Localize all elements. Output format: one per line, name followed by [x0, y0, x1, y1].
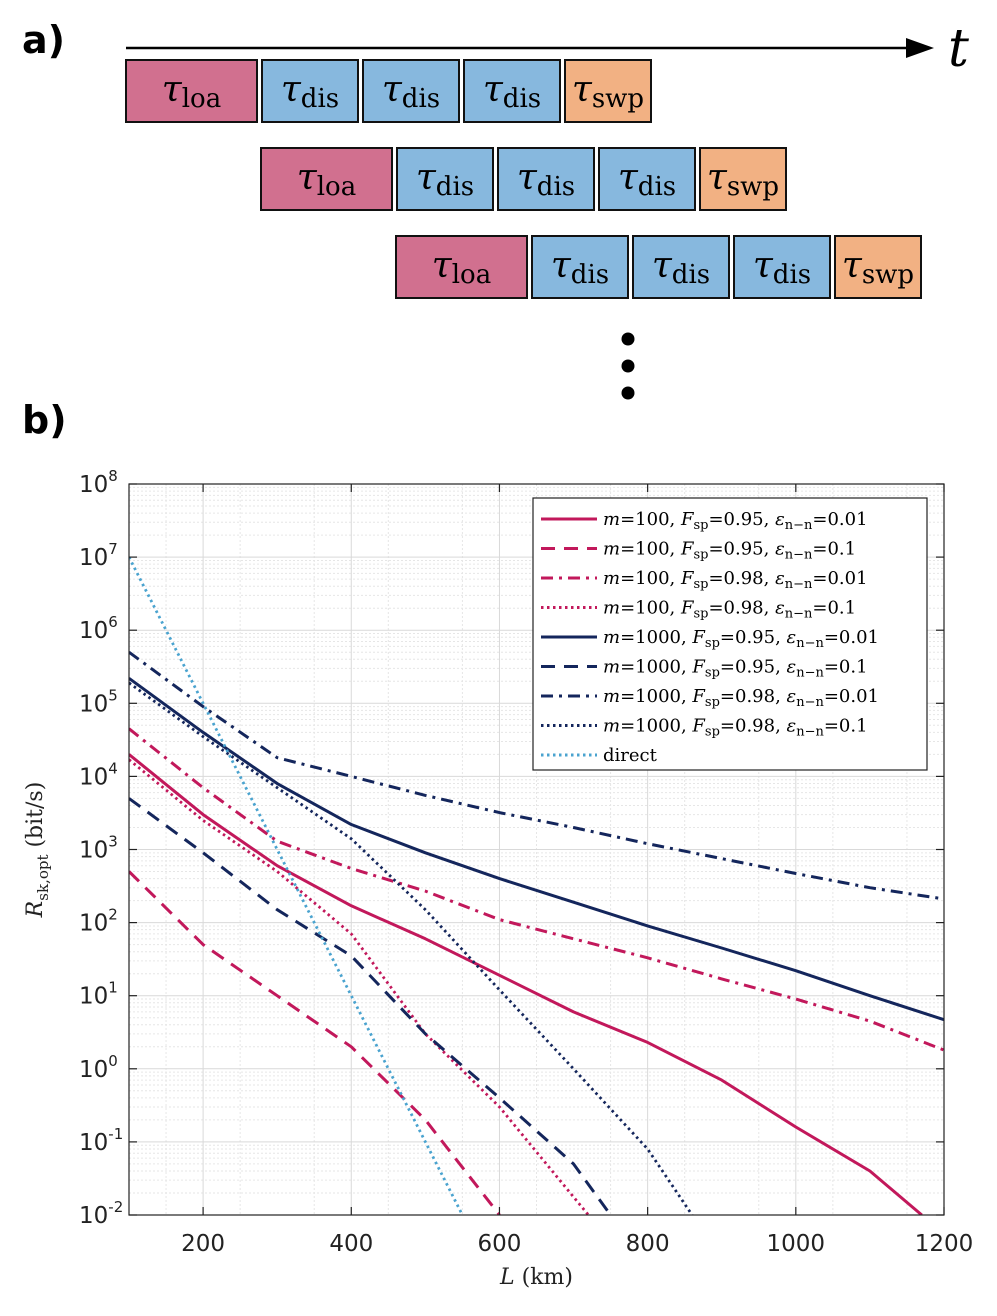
- series-group: [129, 556, 944, 1215]
- legend-entry-9: direct: [603, 745, 658, 766]
- y-tick-label: 106: [79, 613, 118, 644]
- phase-box-dis: [362, 59, 460, 123]
- panel-b-label: b): [22, 398, 67, 442]
- x-tick-label: 800: [626, 1231, 670, 1257]
- phase-box-label: τdis: [416, 157, 474, 202]
- continuation-dot: [621, 386, 635, 400]
- phase-box-label: τdis: [483, 69, 541, 114]
- line-chart: 200 400 600 800 1000 1200 10-2 10-1 100 101 102 103…: [23, 467, 973, 1290]
- series-line-9: [129, 556, 464, 1215]
- phase-box-dis: [598, 147, 696, 211]
- phase-box-dis: [733, 235, 831, 299]
- phase-box-loa: [125, 59, 258, 123]
- y-tick-label: 10-1: [79, 1125, 123, 1156]
- time-axis-label: t: [948, 19, 969, 79]
- phase-box-label: τdis: [281, 69, 339, 114]
- phase-box-label: τloa: [297, 157, 356, 202]
- y-tick-label: 10-2: [79, 1198, 123, 1229]
- legend-entry-2: m=100, Fsp=0.95, εn−n=0.1: [603, 539, 856, 563]
- series-line-1: [129, 753, 923, 1215]
- phase-box-dis: [463, 59, 561, 123]
- x-tick-label: 1000: [767, 1231, 826, 1257]
- phase-box-loa: [395, 235, 528, 299]
- x-tick-label: 1200: [915, 1231, 974, 1257]
- y-tick-label: 108: [79, 467, 118, 498]
- phase-box-dis: [396, 147, 494, 211]
- y-tick-label: 103: [79, 833, 118, 864]
- series-line-8: [129, 681, 694, 1215]
- phase-box-swp: [834, 235, 922, 299]
- x-tick-label: 400: [329, 1231, 373, 1257]
- continuation-dot: [621, 359, 635, 373]
- x-axis-label: L (km): [499, 1265, 573, 1290]
- legend-entry-6: m=1000, Fsp=0.95, εn−n=0.1: [603, 657, 868, 681]
- legend-entry-7: m=1000, Fsp=0.98, εn−n=0.01: [603, 686, 879, 710]
- y-axis-label: Rsk,opt (bit/s): [23, 782, 52, 919]
- phase-box-label: τdis: [753, 245, 811, 290]
- continuation-dot: [621, 332, 635, 346]
- phase-box-label: τdis: [652, 245, 710, 290]
- phase-box-dis: [632, 235, 730, 299]
- phase-box-label: τloa: [162, 69, 221, 114]
- phase-box-label: τloa: [432, 245, 491, 290]
- y-tick-label: 102: [79, 906, 118, 937]
- phase-box-dis: [261, 59, 359, 123]
- phase-box-label: τdis: [382, 69, 440, 114]
- series-line-5: [129, 677, 944, 1022]
- y-tick-label: 107: [79, 540, 118, 571]
- series-line-4: [129, 758, 590, 1215]
- legend-entry-1: m=100, Fsp=0.95, εn−n=0.01: [603, 509, 868, 533]
- phase-box-dis: [497, 147, 595, 211]
- y-tick-label: 100: [79, 1052, 118, 1083]
- series-line-7: [129, 650, 944, 901]
- phase-box-label: τdis: [517, 157, 575, 202]
- phase-box-loa: [260, 147, 393, 211]
- phase-box-label: τswp: [842, 245, 914, 290]
- phase-box-label: τswp: [572, 69, 644, 114]
- x-tick-label: 600: [478, 1231, 522, 1257]
- y-tick-label: 101: [79, 979, 118, 1010]
- x-tick-label: 200: [181, 1231, 225, 1257]
- phase-box-label: τdis: [551, 245, 609, 290]
- time-axis-arrowhead: [906, 38, 934, 58]
- panel-a-label: a): [22, 18, 66, 62]
- legend-entry-5: m=1000, Fsp=0.95, εn−n=0.01: [603, 627, 879, 651]
- phase-box-swp: [699, 147, 787, 211]
- legend-entry-3: m=100, Fsp=0.98, εn−n=0.01: [603, 568, 868, 592]
- phase-box-swp: [564, 59, 652, 123]
- legend-entry-8: m=1000, Fsp=0.98, εn−n=0.1: [603, 716, 868, 740]
- phase-box-label: τswp: [707, 157, 779, 202]
- phase-box-label: τdis: [618, 157, 676, 202]
- y-tick-label: 105: [79, 686, 118, 717]
- series-line-3: [129, 727, 944, 1052]
- legend-box: [532, 497, 928, 771]
- series-line-2: [129, 870, 501, 1215]
- legend-entry-4: m=100, Fsp=0.98, εn−n=0.1: [603, 598, 856, 622]
- series-line-6: [129, 797, 612, 1215]
- phase-box-dis: [531, 235, 629, 299]
- y-tick-label: 104: [79, 759, 118, 790]
